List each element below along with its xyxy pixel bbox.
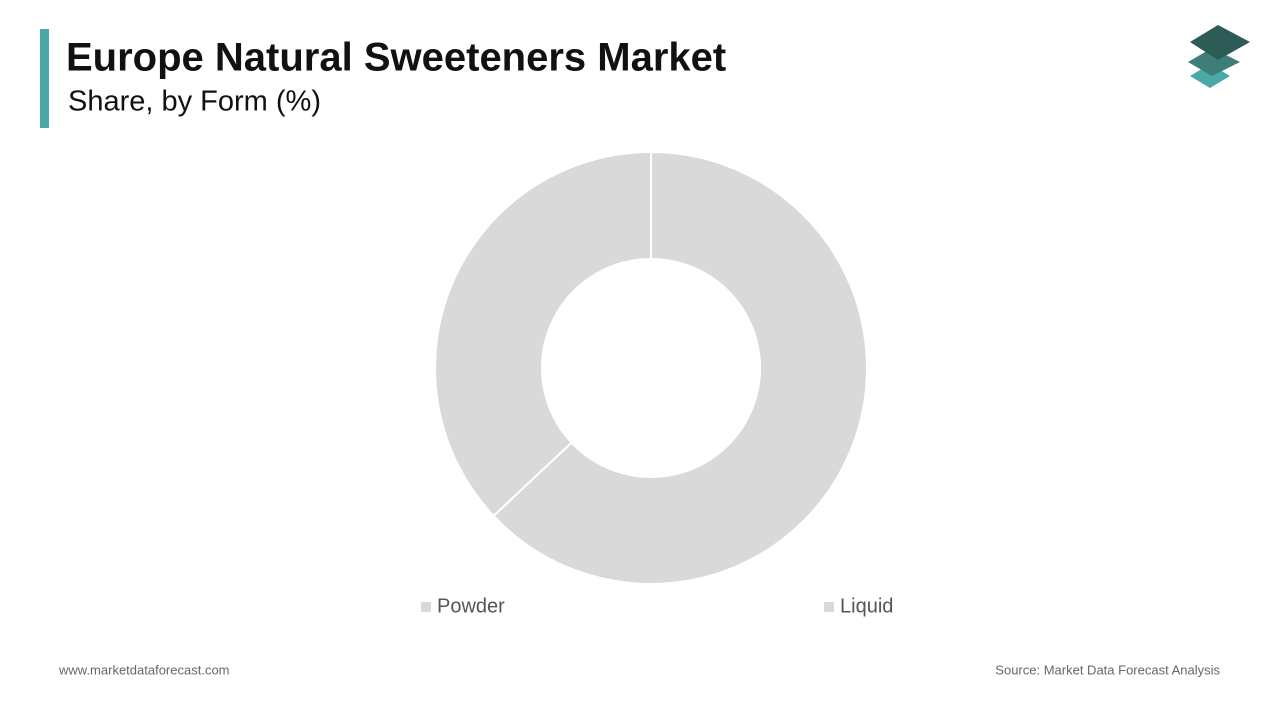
- logo: [1188, 25, 1250, 88]
- legend-label: Liquid: [840, 595, 893, 617]
- donut-slice: [492, 150, 868, 585]
- legend-marker: [824, 602, 834, 612]
- title-accent: [40, 29, 49, 128]
- legend-label: Powder: [437, 595, 505, 617]
- donut-slice: [434, 150, 652, 518]
- chart-title: Europe Natural Sweeteners Market: [66, 36, 726, 80]
- legend-marker: [421, 602, 431, 612]
- chart-subtitle: Share, by Form (%): [68, 86, 321, 118]
- source: Source: Market Data Forecast Analysis: [995, 662, 1220, 677]
- website: www.marketdataforecast.com: [58, 662, 230, 677]
